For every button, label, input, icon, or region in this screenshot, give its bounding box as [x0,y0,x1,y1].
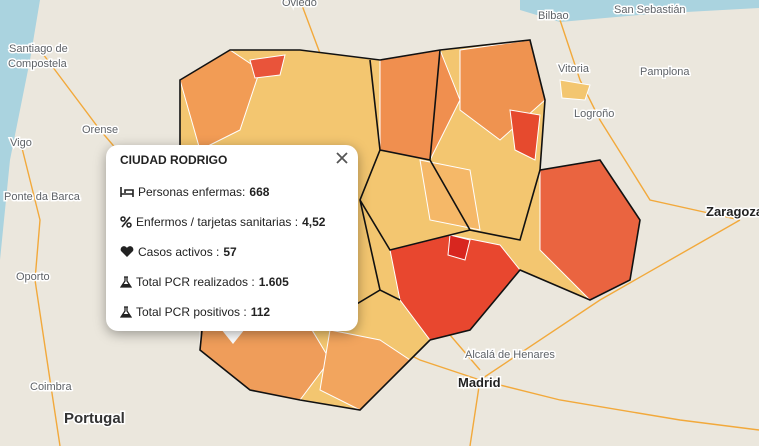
flask-icon [120,276,132,288]
city-label: Orense [82,124,118,136]
city-label: Bilbao [538,10,569,22]
popup-row: Total PCR positivos :112 [120,297,344,327]
row-label: Casos activos : [138,245,220,259]
city-label: Vigo [10,137,32,149]
city-labels: Oviedo Bilbao San Sebastián Santiago de … [3,0,759,429]
row-value: 57 [223,245,237,259]
city-label: Oporto [16,271,50,283]
sea [520,0,759,22]
city-label: Coimbra [30,381,72,393]
popup-title: CIUDAD RODRIGO [120,153,228,167]
popup-pointer [221,329,245,344]
popup-row: Personas enfermas: 668 [120,177,344,207]
city-label: Zaragoza [706,204,759,219]
popup-row: Enfermos / tarjetas sanitarias :4,52 [120,207,344,237]
city-label: Portugal [64,410,125,427]
row-value: 668 [249,185,270,199]
row-value: 4,52 [302,215,326,229]
row-label: Personas enfermas: [138,185,246,199]
row-value: 1.605 [258,275,289,289]
row-label: Total PCR positivos : [136,305,247,319]
sea [0,0,40,260]
popup-row: Total PCR realizados :1.605 [120,267,344,297]
flask-icon [120,306,132,318]
city-label: Alcalá de Henares [465,349,555,361]
city-label: Compostela [8,58,68,70]
bed-icon [120,187,134,197]
popup-row: Casos activos :57 [120,237,344,267]
heart-icon [120,246,134,257]
city-label: Pamplona [640,66,690,78]
city-label: Oviedo [282,0,317,9]
city-label: Vitoria [558,63,590,75]
city-label: San Sebastián [614,4,686,16]
row-label: Enfermos / tarjetas sanitarias : [136,215,299,229]
city-label: Logroño [574,108,614,120]
percent-icon [120,216,132,228]
city-label: Santiago de [9,43,68,55]
city-label: Madrid [458,375,501,390]
popup: CIUDAD RODRIGO Personas enfermas: 668 Enf… [106,145,358,331]
row-label: Total PCR realizados : [136,275,255,289]
city-label: Ponte da Barca [4,191,81,203]
close-button[interactable] [336,152,348,164]
row-value: 112 [250,305,271,319]
